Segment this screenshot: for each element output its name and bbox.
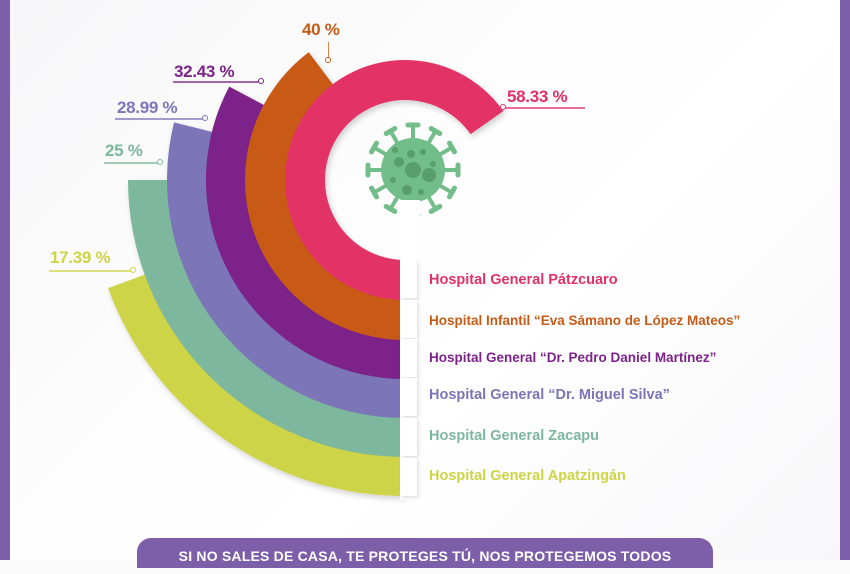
value-label-pedro-daniel: 32.43 % bbox=[174, 62, 235, 82]
leader-line bbox=[115, 118, 205, 120]
value-label-pavzcuaro: 58.33 % bbox=[507, 87, 568, 107]
legend-cell bbox=[400, 300, 417, 338]
legend-item-eva-samano: Hospital Infantil “Eva Sámano de López M… bbox=[429, 313, 741, 328]
ring-bar bbox=[128, 180, 405, 457]
legend-item-miguel-silva: Hospital General “Dr. Miguel Silva” bbox=[429, 387, 670, 403]
leader-line bbox=[328, 42, 330, 58]
legend-item-pedro-daniel: Hospital General “Dr. Pedro Daniel Martí… bbox=[429, 350, 717, 365]
frame-left-border bbox=[0, 0, 10, 560]
frame-right-border bbox=[840, 0, 850, 560]
legend-cell bbox=[400, 339, 417, 377]
slogan-text: SI NO SALES DE CASA, TE PROTEGES TÚ, NOS… bbox=[178, 548, 672, 564]
value-text: 28.99 % bbox=[117, 98, 178, 117]
legend-item-apatzingan: Hospital General Apatzingán bbox=[429, 468, 626, 484]
leader-dot bbox=[258, 78, 264, 84]
ring-bar bbox=[206, 86, 405, 379]
value-text: 25 % bbox=[105, 141, 143, 160]
value-label-eva-samano: 40 % bbox=[302, 20, 340, 40]
leader-dot bbox=[500, 104, 506, 110]
radial-bar-chart bbox=[108, 52, 504, 496]
legend-cell bbox=[400, 458, 417, 496]
legend-item-patzcuaro: Hospital General Pátzcuaro bbox=[429, 272, 618, 288]
leader-line bbox=[505, 107, 585, 109]
value-text: 32.43 % bbox=[174, 62, 235, 81]
legend-bar bbox=[400, 260, 417, 497]
leader-line bbox=[49, 270, 132, 272]
leader-dot bbox=[130, 267, 136, 273]
legend-cell bbox=[400, 378, 417, 416]
legend-cell bbox=[400, 260, 417, 298]
virus-icon bbox=[365, 122, 461, 218]
value-text: 58.33 % bbox=[507, 87, 568, 106]
leader-dot bbox=[325, 57, 331, 63]
value-text: 17.39 % bbox=[50, 248, 111, 267]
leader-line bbox=[104, 162, 160, 164]
value-text: 40 % bbox=[302, 20, 340, 39]
value-label-apatzingan: 17.39 % bbox=[50, 248, 111, 268]
slogan-banner: SI NO SALES DE CASA, TE PROTEGES TÚ, NOS… bbox=[137, 538, 713, 568]
ring-bar bbox=[108, 274, 405, 496]
ring-bar bbox=[244, 52, 405, 340]
legend-cell bbox=[400, 418, 417, 456]
value-label-zacapu: 25 % bbox=[105, 141, 143, 161]
ring-bar bbox=[285, 60, 504, 301]
value-label-miguel-silva: 28.99 % bbox=[117, 98, 178, 118]
ring-bar bbox=[166, 122, 405, 418]
leader-dot bbox=[157, 159, 163, 165]
leader-line bbox=[173, 81, 261, 83]
legend-item-zacapu: Hospital General Zacapu bbox=[429, 428, 600, 444]
leader-dot bbox=[202, 115, 208, 121]
